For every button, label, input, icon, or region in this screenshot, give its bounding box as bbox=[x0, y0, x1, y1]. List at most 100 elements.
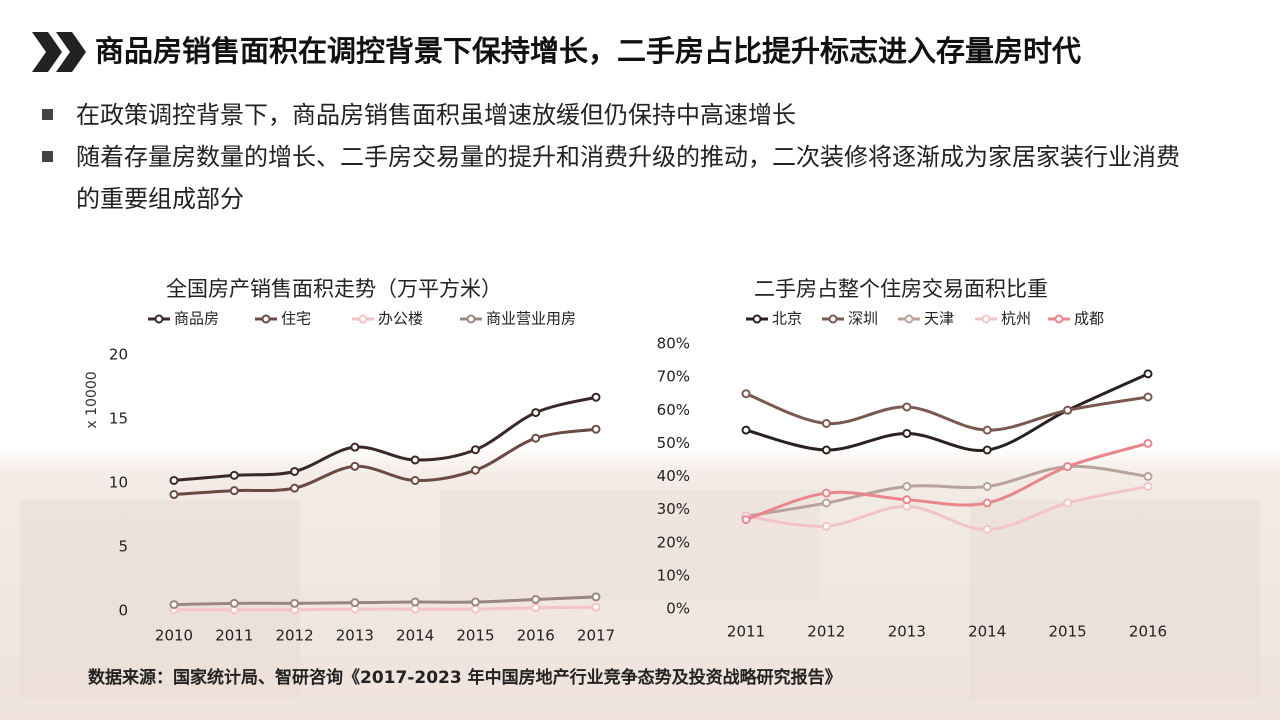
sofa-decor bbox=[970, 500, 1260, 700]
y-tick-label: 15 bbox=[109, 410, 128, 428]
series-line bbox=[173, 595, 597, 607]
data-point bbox=[821, 445, 831, 455]
data-point bbox=[169, 475, 179, 485]
x-tick-label: 2014 bbox=[396, 627, 434, 645]
y-tick-label: 50% bbox=[657, 434, 690, 452]
data-point bbox=[1143, 392, 1153, 402]
x-tick-label: 2015 bbox=[1049, 623, 1087, 641]
x-tick-label: 2011 bbox=[727, 623, 765, 641]
x-tick-label: 2017 bbox=[577, 627, 615, 645]
series-line bbox=[745, 484, 1149, 532]
series-line bbox=[745, 464, 1149, 518]
data-point bbox=[821, 488, 831, 498]
x-tick-label: 2012 bbox=[807, 623, 845, 641]
data-point bbox=[1063, 462, 1073, 472]
x-tick-label: 2010 bbox=[155, 627, 193, 645]
legend-label: 深圳 bbox=[848, 310, 878, 328]
data-point bbox=[821, 419, 831, 428]
y-tick-label: 0% bbox=[666, 600, 690, 618]
data-point bbox=[229, 598, 239, 608]
chart-title: 二手房占整个住房交易面积比重 bbox=[754, 277, 1048, 301]
data-point bbox=[1063, 498, 1073, 508]
data-point bbox=[1063, 405, 1073, 415]
x-tick-label: 2015 bbox=[456, 627, 494, 645]
legend-label: 杭州 bbox=[1001, 310, 1031, 328]
data-point bbox=[470, 597, 480, 607]
slide-title: 商品房销售面积在调控背景下保持增长，二手房占比提升标志进入存量房时代 bbox=[95, 34, 1081, 68]
legend-label: 住宅 bbox=[281, 310, 311, 328]
bullet-list: 在政策调控背景下，商品房销售面积虽增速放缓但仍保持中高速增长 随着存量房数量的增… bbox=[40, 94, 1190, 220]
data-point bbox=[982, 445, 992, 455]
data-point bbox=[591, 592, 601, 602]
x-tick-label: 2016 bbox=[1129, 623, 1167, 641]
data-point bbox=[591, 392, 601, 402]
data-point bbox=[741, 515, 751, 525]
y-tick-label: 10 bbox=[109, 474, 128, 492]
data-point bbox=[410, 455, 420, 465]
data-point bbox=[531, 594, 541, 604]
data-point bbox=[350, 598, 360, 608]
legend-label: 商业营业用房 bbox=[486, 310, 576, 328]
x-tick-label: 2013 bbox=[888, 623, 926, 641]
data-point bbox=[741, 389, 751, 399]
data-point bbox=[169, 490, 179, 500]
legend-marker bbox=[154, 314, 164, 324]
data-point bbox=[1143, 438, 1153, 448]
legend-label: 成都 bbox=[1074, 310, 1104, 328]
legend-marker bbox=[828, 314, 838, 324]
data-point bbox=[470, 604, 480, 614]
legend-marker bbox=[752, 314, 762, 324]
data-point bbox=[1143, 472, 1153, 481]
y-tick-label: 40% bbox=[657, 467, 690, 485]
legend-label: 商品房 bbox=[174, 310, 219, 328]
data-point bbox=[531, 433, 541, 443]
data-point bbox=[229, 470, 239, 480]
x-tick-label: 2014 bbox=[968, 623, 1006, 641]
bullet: 在政策调控背景下，商品房销售面积虽增速放缓但仍保持中高速增长 bbox=[40, 94, 1190, 136]
y-tick-label: 5 bbox=[118, 538, 128, 556]
data-point bbox=[982, 481, 992, 491]
data-point bbox=[290, 483, 300, 493]
x-tick-label: 2013 bbox=[336, 627, 374, 645]
data-point bbox=[350, 442, 360, 452]
legend-marker bbox=[466, 314, 476, 324]
data-point bbox=[290, 598, 300, 608]
bullet: 随着存量房数量的增长、二手房交易量的提升和消费升级的推动，二次装修将逐渐成为家居… bbox=[40, 136, 1190, 220]
data-point bbox=[531, 408, 541, 418]
y-tick-label: 0 bbox=[118, 602, 128, 620]
data-point bbox=[470, 465, 480, 475]
series-line bbox=[174, 605, 597, 612]
y-tick-label: 80% bbox=[657, 335, 690, 353]
series-line bbox=[745, 392, 1149, 432]
legend-marker bbox=[1054, 314, 1064, 324]
data-point bbox=[169, 600, 179, 610]
data-point bbox=[290, 466, 300, 476]
data-point bbox=[902, 428, 912, 438]
data-point bbox=[902, 402, 912, 412]
data-point bbox=[591, 424, 601, 434]
series-line bbox=[173, 427, 597, 497]
data-point bbox=[821, 498, 831, 508]
legend-marker bbox=[358, 314, 368, 324]
y-tick-label: 20 bbox=[109, 346, 128, 364]
sofa-decor bbox=[440, 490, 820, 600]
y-tick-label: 10% bbox=[657, 566, 690, 584]
data-point bbox=[1143, 369, 1153, 379]
data-point bbox=[410, 475, 420, 485]
data-point bbox=[902, 481, 912, 491]
legend-label: 北京 bbox=[772, 310, 802, 328]
data-point bbox=[821, 521, 831, 531]
source-note: 数据来源：国家统计局、智研咨询《2017-2023 年中国房地产行业竞争态势及投… bbox=[88, 667, 842, 688]
legend-label: 天津 bbox=[924, 310, 954, 328]
series-line bbox=[173, 395, 597, 482]
data-point bbox=[982, 525, 992, 534]
y-tick-label: 60% bbox=[657, 401, 690, 419]
y-tick-label: 30% bbox=[657, 500, 690, 518]
sofa-decor bbox=[20, 500, 300, 700]
data-point bbox=[982, 498, 992, 508]
y-tick-label: 20% bbox=[657, 533, 690, 551]
y-axis-label: x 10000 bbox=[84, 371, 100, 428]
data-point bbox=[410, 604, 420, 614]
